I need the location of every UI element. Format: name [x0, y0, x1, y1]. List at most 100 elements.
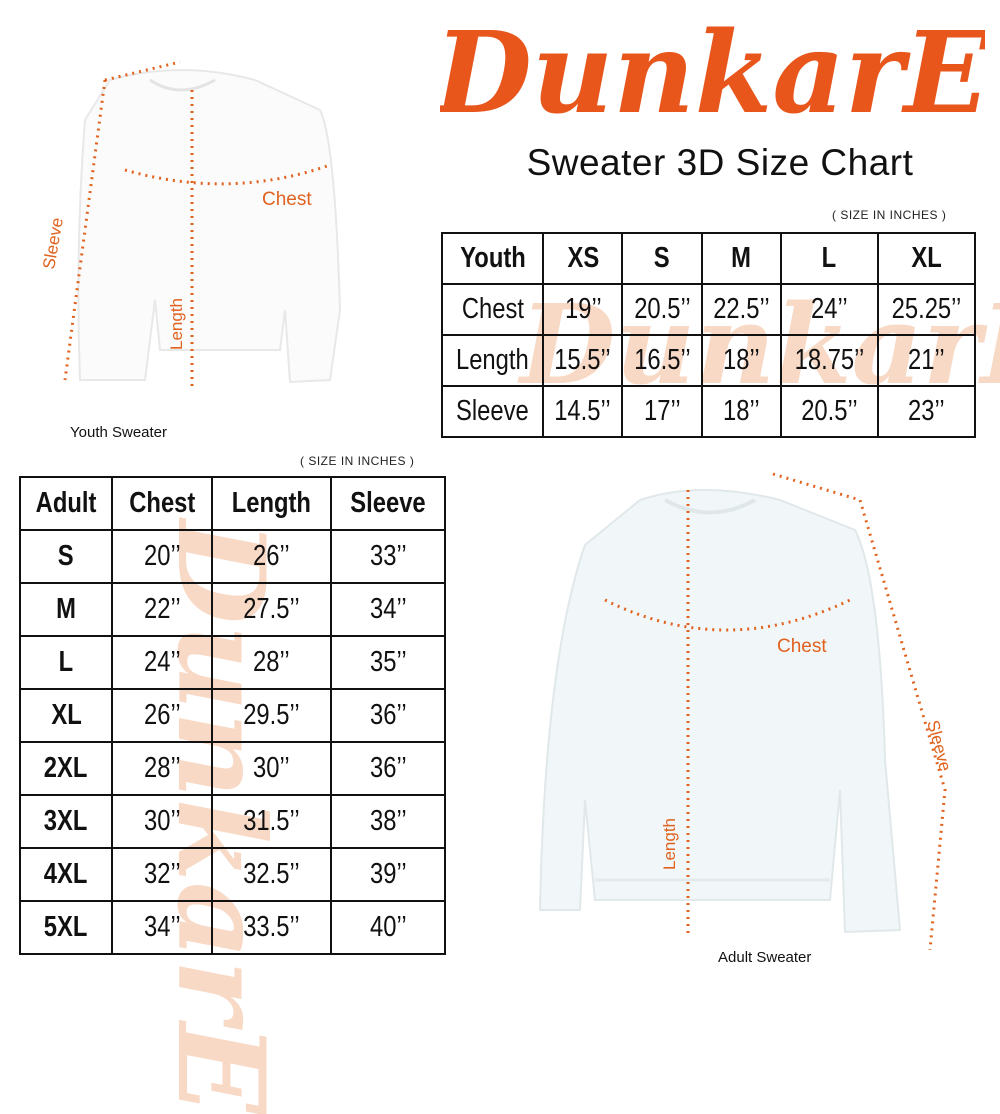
table-cell: 25.25’’ — [876, 283, 977, 336]
cell-text: Adult — [35, 487, 97, 519]
cell-text: 25.25’’ — [891, 293, 962, 325]
column-header: L — [779, 232, 879, 285]
cell-text: 24’’ — [810, 293, 848, 325]
cell-text: 16.5’’ — [633, 344, 691, 376]
cell-text: 21’’ — [908, 344, 945, 376]
cell-text: 22’’ — [143, 593, 181, 625]
table-cell: 17’’ — [621, 385, 703, 438]
cell-text: 17’’ — [643, 395, 681, 427]
table-cell: 34’’ — [111, 900, 213, 955]
cell-text: 32.5’’ — [243, 858, 300, 890]
cell-text: 18.75’’ — [794, 344, 865, 376]
table-cell: 20’’ — [111, 529, 213, 584]
row-label: M — [18, 582, 114, 637]
cell-text: 2XL — [44, 752, 88, 784]
cell-text: 15.5’’ — [554, 344, 612, 376]
table-cell: 32’’ — [111, 847, 213, 902]
table-cell: 26’’ — [210, 529, 333, 584]
row-label: 3XL — [18, 794, 114, 849]
table-row: 5XL 34’’ 33.5’’ 40’’ — [18, 900, 446, 955]
cell-text: XL — [50, 699, 82, 731]
cell-text: 29.5’’ — [243, 699, 300, 731]
table-row: Length 15.5’’ 16.5’’ 18’’ 18.75’’ 21’’ — [440, 334, 977, 387]
cell-text: M — [56, 593, 76, 625]
adult-sweater-illustration: Chest Length Sleeve — [538, 472, 955, 951]
adult-size-table: Adult Chest Length Sleeve S 20’’ 26’’ 33’’ M 22’’… — [18, 476, 446, 955]
table-cell: 31.5’’ — [210, 794, 333, 849]
cell-text: XS — [567, 242, 599, 274]
row-label: Length — [440, 334, 545, 387]
table-cell: 24’’ — [779, 283, 879, 336]
cell-text: 23’’ — [908, 395, 945, 427]
table-row: 3XL 30’’ 31.5’’ 38’’ — [18, 794, 446, 849]
cell-text: Length — [232, 487, 312, 519]
column-header: M — [700, 232, 782, 285]
cell-text: S — [654, 242, 670, 274]
table-cell: 30’’ — [210, 741, 333, 796]
table-row: 2XL 28’’ 30’’ 36’’ — [18, 741, 446, 796]
column-header: Chest — [111, 476, 213, 531]
cell-text: 18’’ — [722, 344, 760, 376]
table-row: M 22’’ 27.5’’ 34’’ — [18, 582, 446, 637]
table-cell: 28’’ — [210, 635, 333, 690]
cell-text: Chest — [461, 293, 524, 325]
column-header: Sleeve — [330, 476, 446, 531]
cell-text: M — [731, 242, 752, 274]
table-cell: 36’’ — [330, 688, 446, 743]
cell-text: 35’’ — [369, 646, 407, 678]
table-cell: 40’’ — [330, 900, 446, 955]
brand-logo: DunkarE — [440, 8, 985, 139]
table-cell: 22.5’’ — [700, 283, 782, 336]
length-label: Length — [660, 818, 679, 870]
cell-text: 19’’ — [564, 293, 602, 325]
cell-text: Sleeve — [350, 487, 426, 519]
column-header: XL — [876, 232, 977, 285]
table-cell: 30’’ — [111, 794, 213, 849]
table-cell: 18’’ — [700, 334, 782, 387]
table-cell: 21’’ — [876, 334, 977, 387]
table-row: XL 26’’ 29.5’’ 36’’ — [18, 688, 446, 743]
cell-text: 4XL — [44, 858, 88, 890]
chest-label: Chest — [777, 636, 827, 657]
cell-text: 24’’ — [143, 646, 181, 678]
cell-text: 20.5’’ — [801, 395, 858, 427]
table-cell: 33.5’’ — [210, 900, 333, 955]
table-cell: 35’’ — [330, 635, 446, 690]
table-cell: 33’’ — [330, 529, 446, 584]
table-cell: 19’’ — [542, 283, 624, 336]
cell-text: 34’’ — [369, 593, 407, 625]
table-cell: 15.5’’ — [542, 334, 624, 387]
table-row: S 20’’ 26’’ 33’’ — [18, 529, 446, 584]
cell-text: 39’’ — [369, 858, 407, 890]
table-cell: 20.5’’ — [779, 385, 879, 438]
row-label: S — [18, 529, 114, 584]
cell-text: Youth — [459, 242, 526, 274]
cell-text: 26’’ — [253, 540, 290, 572]
length-label: Length — [167, 298, 186, 350]
sleeve-label: Sleeve — [39, 216, 67, 270]
table-cell: 14.5’’ — [542, 385, 624, 438]
cell-text: L — [58, 646, 74, 678]
youth-unit-note: ( SIZE IN INCHES ) — [832, 208, 947, 222]
cell-text: 34’’ — [143, 911, 181, 943]
table-row: 4XL 32’’ 32.5’’ 39’’ — [18, 847, 446, 902]
header-row: Adult Chest Length Sleeve — [18, 476, 446, 531]
table-cell: 16.5’’ — [621, 334, 703, 387]
cell-text: Length — [456, 344, 530, 376]
column-header: S — [621, 232, 703, 285]
table-cell: 22’’ — [111, 582, 213, 637]
row-label: 2XL — [18, 741, 114, 796]
table-cell: 26’’ — [111, 688, 213, 743]
cell-text: S — [58, 540, 74, 572]
cell-text: 33.5’’ — [243, 911, 300, 943]
table-cell: 23’’ — [876, 385, 977, 438]
row-label: 4XL — [18, 847, 114, 902]
table-row: Sleeve 14.5’’ 17’’ 18’’ 20.5’’ 23’’ — [440, 385, 977, 438]
row-label: Sleeve — [440, 385, 545, 438]
column-header: XS — [542, 232, 624, 285]
youth-caption: Youth Sweater — [70, 424, 168, 441]
chest-label: Chest — [262, 189, 312, 210]
cell-text: Sleeve — [456, 395, 530, 427]
row-label: 5XL — [18, 900, 114, 955]
table-cell: 28’’ — [111, 741, 213, 796]
